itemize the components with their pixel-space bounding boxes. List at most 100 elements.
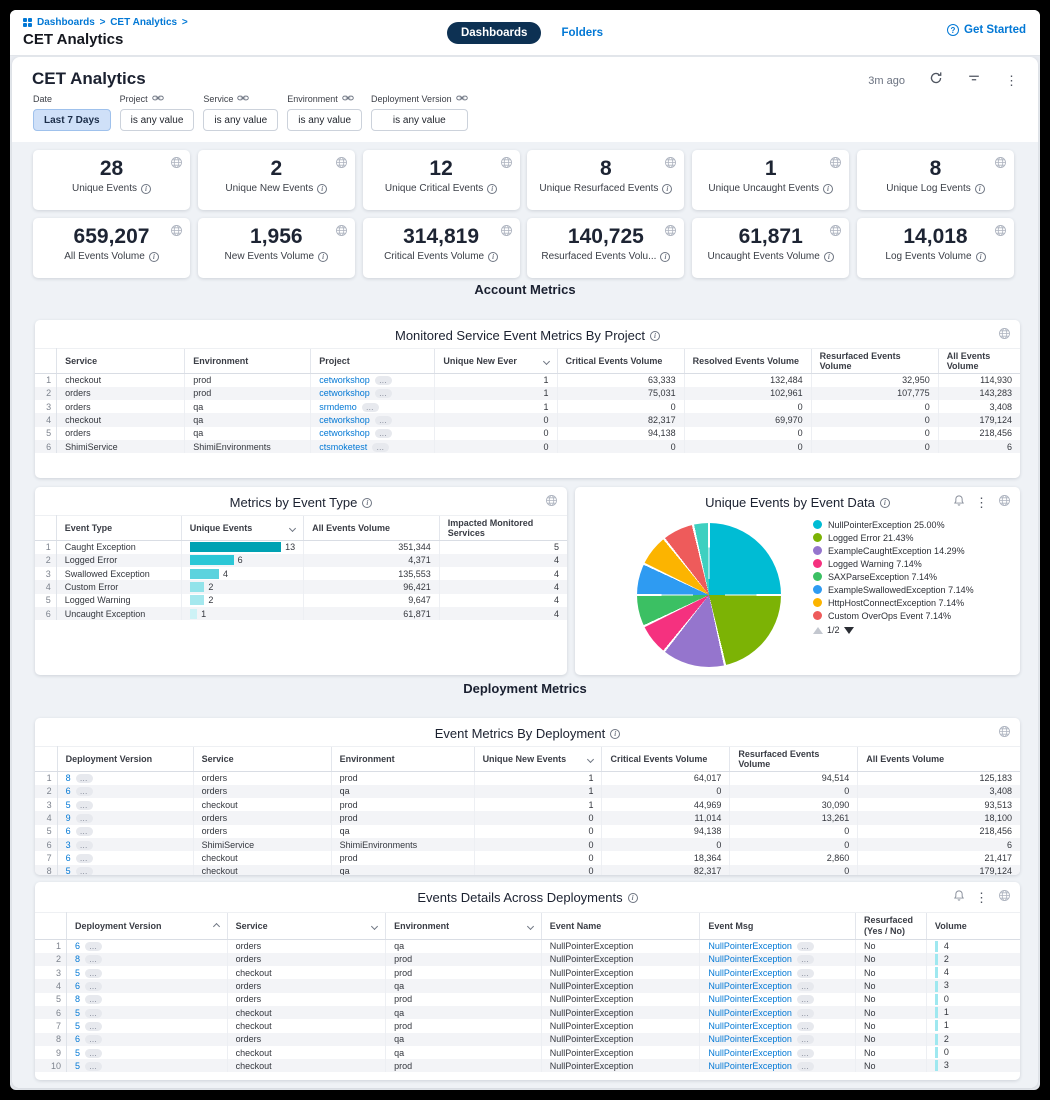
ellipsis-pill[interactable]: … (75, 840, 93, 850)
ellipsis-pill[interactable]: … (85, 1021, 103, 1031)
bell-icon[interactable] (953, 889, 965, 907)
globe-icon[interactable] (170, 224, 183, 242)
cell-link[interactable]: NullPointerException (708, 1034, 792, 1045)
cell-link[interactable]: cetworkshop (319, 428, 370, 439)
ellipsis-pill[interactable]: … (85, 955, 103, 965)
info-icon[interactable]: i (148, 251, 159, 262)
bell-icon[interactable] (953, 494, 965, 512)
cell-link[interactable]: 8 (65, 773, 71, 784)
breadcrumb-link[interactable]: Dashboards (37, 17, 95, 28)
legend-item[interactable]: NullPointerException 25.00% (813, 519, 1008, 531)
cell-link[interactable]: 5 (75, 1007, 81, 1018)
cell-link[interactable]: 5 (75, 1047, 81, 1058)
ellipsis-pill[interactable]: … (796, 995, 814, 1005)
sort-descending-icon[interactable] (371, 922, 379, 930)
info-icon[interactable]: i (974, 183, 985, 194)
column-header-critical-events-volume[interactable]: Critical Events Volume (601, 746, 730, 772)
ellipsis-pill[interactable]: … (374, 416, 392, 426)
info-icon[interactable]: i (823, 251, 834, 262)
column-header-service[interactable]: Service (56, 348, 185, 374)
legend-item[interactable]: Logged Error 21.43% (813, 532, 1008, 544)
ellipsis-pill[interactable]: … (374, 389, 392, 399)
ellipsis-pill[interactable]: … (796, 1035, 814, 1045)
globe-icon[interactable] (998, 725, 1011, 743)
filter-value-button[interactable]: Last 7 Days (33, 109, 111, 131)
info-icon[interactable]: i (487, 183, 498, 194)
ellipsis-pill[interactable]: … (75, 814, 93, 824)
column-header-unique-new-ever[interactable]: Unique New Ever (434, 348, 558, 374)
globe-icon[interactable] (998, 494, 1011, 512)
column-header-event-type[interactable]: Event Type (55, 515, 182, 541)
globe-icon[interactable] (829, 224, 842, 242)
ellipsis-pill[interactable]: … (85, 995, 103, 1005)
cell-link[interactable]: NullPointerException (708, 994, 792, 1005)
sort-descending-icon[interactable] (587, 755, 595, 763)
globe-icon[interactable] (664, 224, 677, 242)
info-icon[interactable]: i (362, 497, 373, 508)
column-header-all-events-volume[interactable]: All Events Volume (303, 515, 440, 541)
column-header-volume[interactable]: Volume (925, 912, 1020, 940)
ellipsis-pill[interactable]: … (796, 1048, 814, 1058)
column-header-resurfaced-events-volume[interactable]: Resurfaced Events Volume (810, 348, 939, 374)
info-icon[interactable]: i (660, 251, 671, 262)
cell-link[interactable]: 9 (65, 813, 71, 824)
cell-link[interactable]: 8 (75, 954, 81, 965)
info-icon[interactable]: i (649, 330, 660, 341)
column-header-deployment-version[interactable]: Deployment Version (56, 746, 194, 772)
ellipsis-pill[interactable]: … (796, 968, 814, 978)
ellipsis-pill[interactable]: … (361, 402, 379, 412)
filter-value-button[interactable]: is any value (203, 109, 279, 131)
legend-item[interactable]: SAXParseException 7.14% (813, 571, 1008, 583)
cell-link[interactable]: 3 (65, 839, 71, 850)
cell-link[interactable]: NullPointerException (708, 954, 792, 965)
ellipsis-pill[interactable]: … (75, 800, 93, 810)
cell-link[interactable]: ctsmoketest (319, 441, 368, 452)
ellipsis-pill[interactable]: … (796, 942, 814, 952)
sort-descending-icon[interactable] (526, 922, 534, 930)
refresh-icon[interactable] (929, 71, 943, 90)
filter-icon[interactable] (967, 71, 981, 90)
info-icon[interactable]: i (488, 251, 499, 262)
ellipsis-pill[interactable]: … (796, 982, 814, 992)
column-header-event-name[interactable]: Event Name (540, 912, 700, 940)
globe-icon[interactable] (998, 889, 1011, 907)
globe-icon[interactable] (829, 156, 842, 174)
column-header-critical-events-volume[interactable]: Critical Events Volume (556, 348, 685, 374)
cell-link[interactable]: 8 (75, 994, 81, 1005)
cell-link[interactable]: 5 (65, 866, 71, 875)
globe-icon[interactable] (170, 156, 183, 174)
cell-link[interactable]: cetworkshop (319, 388, 370, 399)
pie-chart[interactable] (637, 523, 781, 667)
cell-link[interactable]: 6 (75, 981, 81, 992)
globe-icon[interactable] (500, 156, 513, 174)
sort-descending-icon[interactable] (542, 357, 550, 365)
column-header-environment[interactable]: Environment (184, 348, 311, 374)
tab-folders[interactable]: Folders (561, 27, 603, 39)
ellipsis-pill[interactable]: … (85, 968, 103, 978)
cell-link[interactable]: srmdemo (319, 401, 357, 412)
ellipsis-pill[interactable]: … (85, 1048, 103, 1058)
globe-icon[interactable] (335, 156, 348, 174)
column-header-resurfaced[interactable]: Resurfaced (Yes / No) (854, 912, 927, 940)
column-header-all-events-volume[interactable]: All Events Volume (857, 746, 1020, 772)
globe-icon[interactable] (545, 494, 558, 512)
kebab-menu-icon[interactable]: ⋮ (975, 495, 988, 510)
cell-link[interactable]: NullPointerException (708, 1020, 792, 1031)
ellipsis-pill[interactable]: … (75, 853, 93, 863)
filter-value-button[interactable]: is any value (287, 109, 363, 131)
cell-link[interactable]: 5 (65, 799, 71, 810)
ellipsis-pill[interactable]: … (85, 1061, 103, 1071)
ellipsis-pill[interactable]: … (796, 1008, 814, 1018)
sort-descending-icon[interactable] (289, 524, 297, 532)
ellipsis-pill[interactable]: … (796, 955, 814, 965)
cell-link[interactable]: NullPointerException (708, 1060, 792, 1071)
ellipsis-pill[interactable]: … (374, 429, 392, 439)
cell-link[interactable]: 6 (75, 941, 81, 952)
globe-icon[interactable] (335, 224, 348, 242)
column-header-event-msg[interactable]: Event Msg (699, 912, 856, 940)
column-header-all-events-volume[interactable]: All Events Volume (937, 348, 1020, 374)
ellipsis-pill[interactable]: … (75, 787, 93, 797)
ellipsis-pill[interactable]: … (85, 982, 103, 992)
info-icon[interactable]: i (823, 183, 833, 194)
legend-item[interactable]: Custom OverOps Event 7.14% (813, 610, 1008, 622)
